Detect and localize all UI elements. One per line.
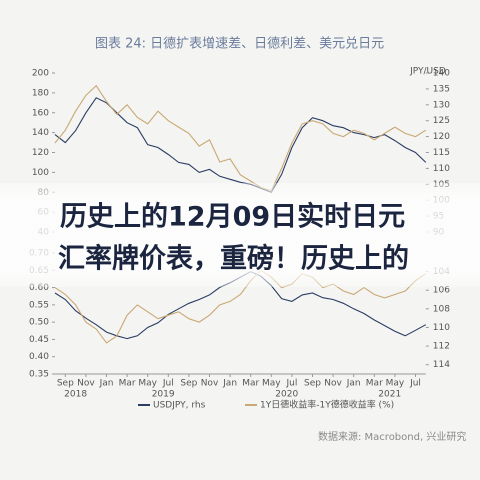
headline-band xyxy=(0,183,480,287)
year-label: 2018 xyxy=(64,390,87,400)
headline-line: 历史上的12月09日实时日元 xyxy=(60,201,405,233)
year-label: 2019 xyxy=(152,390,175,400)
y-tick-label: 0.60 xyxy=(29,283,49,293)
x-tick-label: Nov xyxy=(77,379,95,389)
x-tick-label: May xyxy=(262,379,281,389)
legend-label: 1Y日德收益率-1Y德德收益率 (%) xyxy=(260,399,394,411)
y2-tick-label: 106 xyxy=(433,286,450,296)
y-tick-label: 0.55 xyxy=(29,300,49,310)
x-tick-label: Jan xyxy=(346,379,361,389)
x-tick-label: Mar xyxy=(242,379,259,389)
y2-tick-label: 140 xyxy=(433,69,450,79)
x-tick-label: May xyxy=(386,379,405,389)
headline-line: 汇率牌价表，重磅！历史上的 xyxy=(58,243,409,275)
legend-label: USDJPY, rhs xyxy=(153,401,206,411)
source: 数据来源: Macrobond, 兴业研究 xyxy=(318,430,466,443)
x-tick-label: Nov xyxy=(324,379,342,389)
x-tick-label: Sep xyxy=(304,379,321,389)
y-tick-label: 0.45 xyxy=(29,335,49,345)
y-tick-label: 0.35 xyxy=(29,370,49,380)
series-line xyxy=(54,97,427,193)
y2-tick-label: 125 xyxy=(433,116,450,126)
y-tick-label: 0.50 xyxy=(29,318,49,328)
x-tick-label: May xyxy=(138,379,157,389)
x-tick-label: Sep xyxy=(180,379,197,389)
y2-tick-label: 110 xyxy=(433,323,450,333)
y2-tick-label: 114 xyxy=(433,360,450,370)
x-tick-label: Jul xyxy=(409,379,421,389)
x-tick-label: Jul xyxy=(285,379,297,389)
y-tick-label: 100 xyxy=(32,168,49,178)
y2-tick-label: 115 xyxy=(433,148,450,158)
x-tick-label: Jan xyxy=(99,379,114,389)
y2-tick-label: 120 xyxy=(433,132,450,142)
x-tick-label: Sep xyxy=(57,379,74,389)
x-tick-label: Jan xyxy=(222,379,237,389)
y2-tick-label: 135 xyxy=(433,84,450,94)
y-tick-label: 140 xyxy=(32,128,49,138)
year-label: 2020 xyxy=(275,390,298,400)
year-label: 2021 xyxy=(378,390,401,400)
x-tick-label: Mar xyxy=(366,379,383,389)
y-tick-label: 160 xyxy=(32,108,49,118)
y-tick-label: 120 xyxy=(32,148,49,158)
y2-axis-label: JPY/USD xyxy=(409,67,446,77)
figure-title: 图表 24: 日德扩表增速差、日德利差、美元兑日元 xyxy=(95,37,384,52)
x-tick-label: Mar xyxy=(119,379,136,389)
y2-tick-label: 130 xyxy=(433,100,450,110)
y2-tick-label: 108 xyxy=(433,304,450,314)
y-tick-label: 180 xyxy=(32,88,49,98)
y2-tick-label: 110 xyxy=(433,164,450,174)
series-line xyxy=(54,84,427,192)
y2-tick-label: 112 xyxy=(433,342,450,352)
y-tick-label: 0.40 xyxy=(29,352,49,362)
x-tick-label: Jul xyxy=(162,379,174,389)
x-tick-label: Nov xyxy=(201,379,219,389)
y-tick-label: 200 xyxy=(32,69,49,79)
series-line xyxy=(54,269,427,344)
